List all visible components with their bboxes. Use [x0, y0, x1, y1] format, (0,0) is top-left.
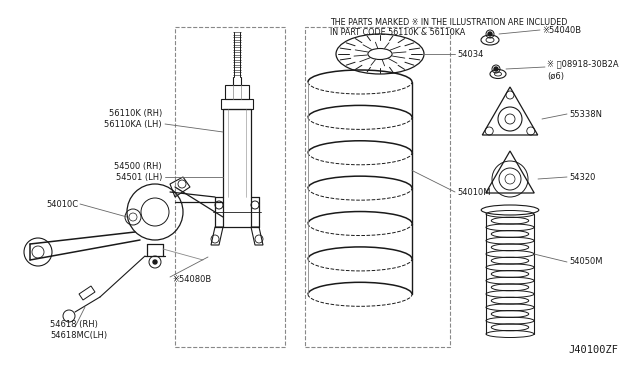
Text: ※54040B: ※54040B	[542, 26, 581, 35]
Text: J40100ZF: J40100ZF	[568, 345, 618, 355]
Text: ※ ⓝ08918-30B2A: ※ ⓝ08918-30B2A	[547, 60, 619, 68]
Circle shape	[488, 32, 492, 36]
Text: 54034: 54034	[457, 49, 483, 58]
Text: 54010C: 54010C	[46, 199, 78, 208]
Text: ※54080B: ※54080B	[172, 275, 211, 283]
Text: 54618 (RH)
54618MC(LH): 54618 (RH) 54618MC(LH)	[50, 320, 107, 340]
Text: 55338N: 55338N	[569, 109, 602, 119]
Text: IN PART CODE 56110K & 56110KA: IN PART CODE 56110K & 56110KA	[330, 28, 465, 36]
Text: 54500 (RH)
54501 (LH): 54500 (RH) 54501 (LH)	[115, 162, 162, 182]
Text: THE PARTS MARKED ※ IN THE ILLUSTRATION ARE INCLUDED: THE PARTS MARKED ※ IN THE ILLUSTRATION A…	[330, 17, 568, 26]
Bar	[175, 27, 285, 347]
Bar	[223, 109, 251, 227]
Bar	[221, 99, 253, 109]
Text: 56110K (RH)
56110KA (LH): 56110K (RH) 56110KA (LH)	[104, 109, 162, 129]
Bar	[225, 85, 249, 99]
Text: 54010M: 54010M	[457, 187, 490, 196]
Text: (ø6): (ø6)	[547, 71, 564, 80]
Bar	[305, 27, 450, 347]
Text: 54050M: 54050M	[569, 257, 602, 266]
Circle shape	[494, 67, 498, 71]
Circle shape	[153, 260, 157, 264]
Text: 54320: 54320	[569, 173, 595, 182]
